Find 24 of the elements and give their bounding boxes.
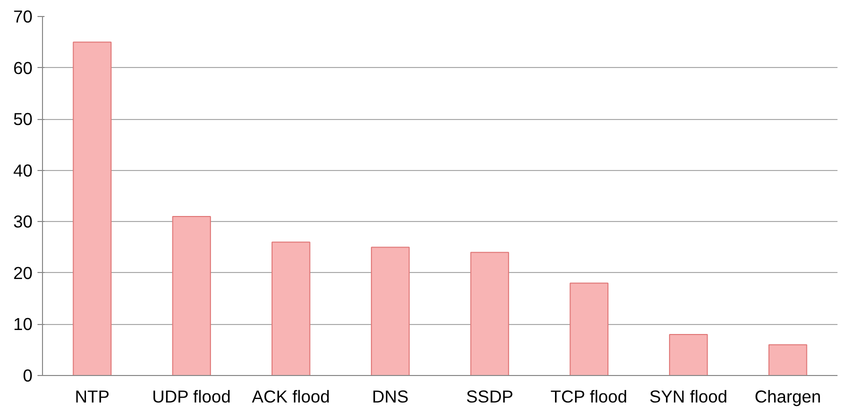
x-tick-label: TCP flood <box>550 386 628 406</box>
y-tick-label: 40 <box>13 160 33 180</box>
bar <box>370 246 410 376</box>
y-tick-label: 50 <box>13 109 33 130</box>
y-tick-label: 60 <box>13 58 33 78</box>
bar <box>470 252 510 376</box>
bar <box>172 216 211 376</box>
x-tick-label: SYN flood <box>649 386 728 406</box>
bar <box>669 334 708 376</box>
bar <box>72 42 112 376</box>
y-tick-label: 30 <box>13 212 33 232</box>
bar <box>570 282 608 376</box>
y-tick-label: 70 <box>13 6 33 26</box>
bar <box>272 242 310 376</box>
bar <box>768 344 808 376</box>
x-tick-label: UDP flood <box>152 386 231 406</box>
x-tick-label: Chargen <box>754 386 822 406</box>
y-tick-label: 0 <box>22 366 33 386</box>
x-tick-label: ACK flood <box>252 386 330 406</box>
x-tick-label: SSDP <box>466 386 514 406</box>
y-tick-label: 20 <box>13 262 33 283</box>
x-tick-label: DNS <box>372 386 409 406</box>
y-tick-label: 10 <box>13 314 33 334</box>
x-tick-label: NTP <box>74 386 110 406</box>
